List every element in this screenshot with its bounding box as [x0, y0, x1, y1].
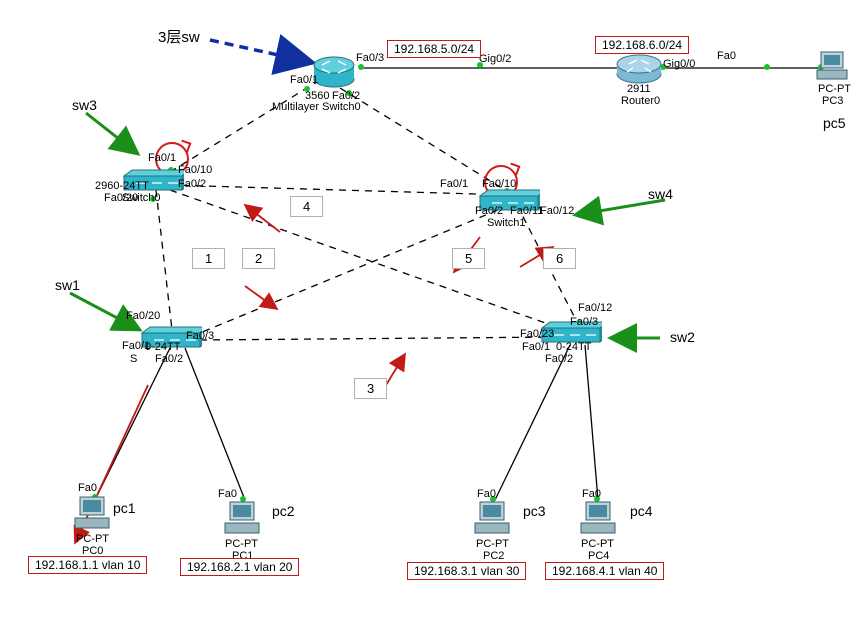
pc1-icon[interactable]	[222, 500, 262, 540]
sw2r-fa03: Fa0/3	[570, 316, 598, 328]
label-sw4: sw4	[648, 186, 673, 202]
pc2-icon[interactable]	[472, 500, 512, 540]
sw2r-fa01: Fa0/1	[522, 341, 550, 353]
router0-icon[interactable]	[615, 52, 663, 86]
num-box-3: 3	[354, 378, 387, 399]
pc4-icon[interactable]	[578, 500, 618, 540]
num-box-4: 4	[290, 196, 323, 217]
router0-gig00: Gig0/0	[663, 58, 695, 70]
sw1-fa011: Fa0/11	[510, 205, 543, 217]
sw2r-model: 0-24TT	[556, 341, 591, 353]
pc3top-port: Fa0	[717, 50, 736, 62]
sw0-fa010: Fa0/10	[178, 164, 212, 176]
sw2l-sub: S	[130, 353, 137, 365]
ip-box-pc1: 192.168.2.1 vlan 20	[180, 558, 299, 576]
ip-box-pc0: 192.168.1.1 vlan 10	[28, 556, 147, 574]
num-box-6: 6	[543, 248, 576, 269]
ip-box-net5: 192.168.5.0/24	[387, 40, 481, 58]
pc0-icon[interactable]	[72, 495, 112, 535]
pc3-top-icon[interactable]	[815, 50, 849, 84]
label-pc1: pc1	[113, 500, 136, 516]
router0-sub: Router0	[621, 95, 660, 107]
label-sw3: sw3	[72, 97, 97, 113]
sw2r-fa023: Fa0/23	[520, 328, 554, 340]
multilayer-switch-icon[interactable]	[312, 55, 356, 89]
num-box-5: 5	[452, 248, 485, 269]
pc2-name: PC-PT	[476, 538, 509, 550]
mls-port-fa01: Fa0/1	[290, 74, 318, 86]
label-pc4: pc4	[630, 503, 653, 519]
mls-sub: Multilayer Switch0	[272, 101, 361, 113]
router0-model: 2911	[627, 83, 651, 95]
sw0-sub: Switch0	[122, 192, 161, 204]
label-l3sw: 3层sw	[158, 26, 200, 47]
router0-gig02: Gig0/2	[479, 53, 511, 65]
sw1-fa012: Fa0/12	[540, 205, 574, 217]
sw2l-fa020: Fa0/20	[126, 310, 160, 322]
sw2r-fa012: Fa0/12	[578, 302, 612, 314]
pc2-port: Fa0	[477, 488, 496, 500]
sw0-model: 2960-24TT	[95, 180, 149, 192]
num-box-1: 1	[192, 248, 225, 269]
label-sw2: sw2	[670, 329, 695, 345]
topology-canvas: { "type": "network-topology", "backgroun…	[0, 0, 859, 619]
sw2l-fa03: Fa0/3	[186, 330, 214, 342]
pc4-port: Fa0	[582, 488, 601, 500]
sw1-fa010: Fa0/10	[482, 178, 516, 190]
pc0-name: PC-PT	[76, 533, 109, 545]
ip-box-pc4: 192.168.4.1 vlan 40	[545, 562, 664, 580]
num-box-2: 2	[242, 248, 275, 269]
pc4-name: PC-PT	[581, 538, 614, 550]
sw1-fa01: Fa0/1	[440, 178, 468, 190]
sw1-sub: Switch1	[487, 217, 526, 229]
ip-box-net6: 192.168.6.0/24	[595, 36, 689, 54]
pc1-port: Fa0	[218, 488, 237, 500]
sw0-fa02: Fa0/2	[178, 178, 206, 190]
sw1-fa02: Fa0/2	[475, 205, 503, 217]
sw2l-fa02: Fa0/2	[155, 353, 183, 365]
label-pc3: pc3	[523, 503, 546, 519]
label-sw1: sw1	[55, 277, 80, 293]
label-pc2: pc2	[272, 503, 295, 519]
ip-box-pc2: 192.168.3.1 vlan 30	[407, 562, 526, 580]
pc1-name: PC-PT	[225, 538, 258, 550]
pc0-port: Fa0	[78, 482, 97, 494]
pc3top-sub: PC3	[822, 95, 843, 107]
pc4-sub: PC4	[588, 550, 609, 562]
pc3top-name: PC-PT	[818, 83, 851, 95]
sw2l-model: 0-24TT	[145, 341, 180, 353]
pc2-sub: PC2	[483, 550, 504, 562]
label-pc5: pc5	[823, 115, 846, 131]
sw0-fa01: Fa0/1	[148, 152, 176, 164]
mls-port-fa03: Fa0/3	[356, 52, 384, 64]
sw2r-fa02: Fa0/2	[545, 353, 573, 365]
